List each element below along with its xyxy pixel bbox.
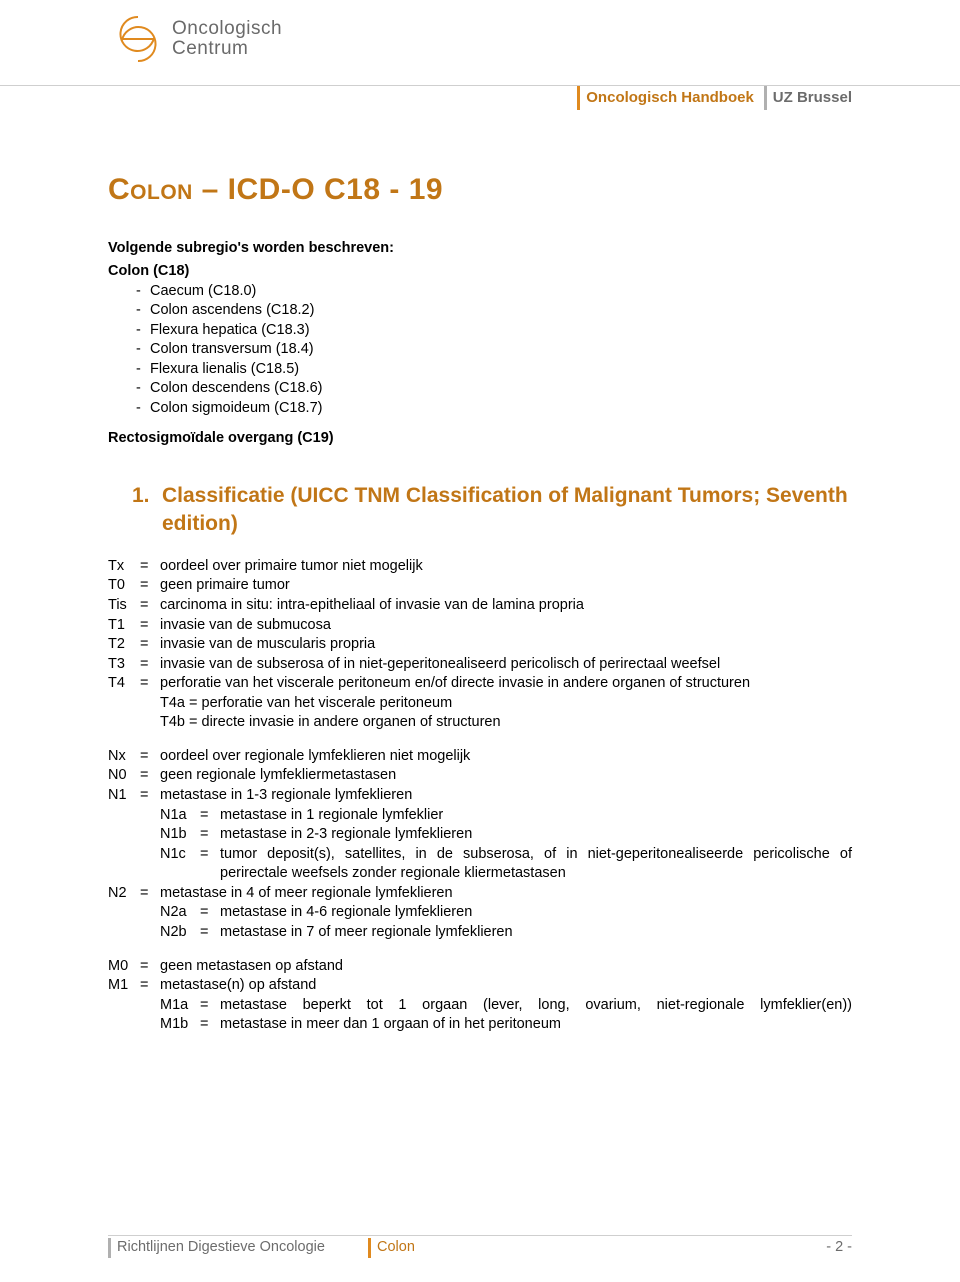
list-item: -Colon transversum (18.4) [136,340,852,360]
t-group: Tx=oordeel over primaire tumor niet moge… [108,557,852,733]
footer-page: - 2 - [826,1238,852,1258]
list-item: -Caecum (C18.0) [136,282,852,302]
logo: Oncologisch Centrum [116,14,282,64]
colon-list: -Caecum (C18.0) -Colon ascendens (C18.2)… [136,282,852,419]
list-item: -Flexura hepatica (C18.3) [136,321,852,341]
header-bar: Oncologisch Handboek UZ Brussel [0,85,960,114]
list-item: -Flexura lienalis (C18.5) [136,360,852,380]
logo-text: Oncologisch Centrum [172,19,282,59]
logo-line1: Oncologisch [172,19,282,39]
intro-line: Volgende subregio's worden beschreven: [108,239,852,259]
n-group: Nx=oordeel over regionale lymfeklieren n… [108,747,852,943]
content: Colon – ICD-O C18 - 19 Volgende subregio… [108,170,852,1049]
logo-icon [116,14,160,64]
footer-left: Richtlijnen Digestieve Oncologie [108,1238,368,1258]
m-group: M0=geen metastasen op afstand M1=metasta… [108,957,852,1035]
section-1-heading: 1. Classificatie (UICC TNM Classificatio… [132,482,852,539]
header-title: Oncologisch Handboek [577,86,764,110]
tnm-block: Tx=oordeel over primaire tumor niet moge… [108,557,852,1035]
footer-mid: Colon [368,1238,826,1258]
recto-line: Rectosigmoïdale overgang (C19) [108,429,852,449]
logo-line2: Centrum [172,39,282,59]
list-item: -Colon sigmoideum (C18.7) [136,399,852,419]
list-item: -Colon descendens (C18.6) [136,379,852,399]
header-org: UZ Brussel [764,86,852,110]
section-num: 1. [132,482,162,539]
footer: Richtlijnen Digestieve Oncologie Colon -… [108,1235,852,1258]
colon-label: Colon (C18) [108,262,852,282]
page-title: Colon – ICD-O C18 - 19 [108,170,852,211]
list-item: -Colon ascendens (C18.2) [136,301,852,321]
section-title: Classificatie (UICC TNM Classification o… [162,482,852,539]
